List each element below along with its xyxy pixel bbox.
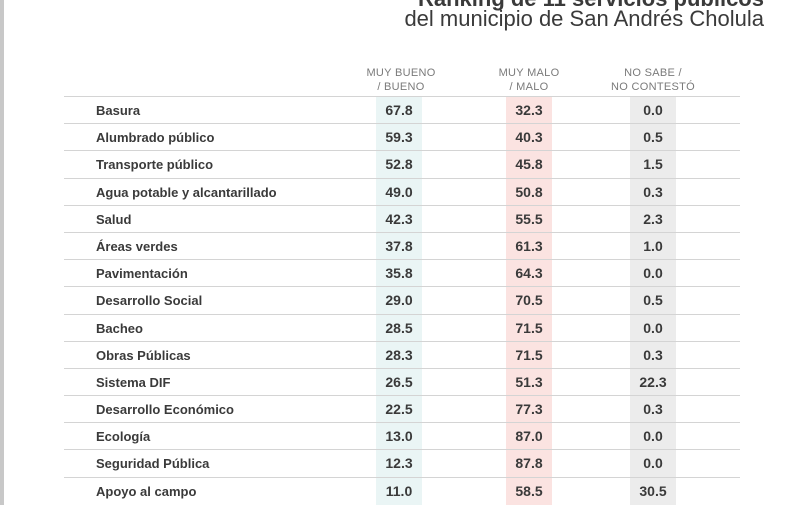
bad-value: 71.5: [506, 341, 552, 369]
no-answer-value: 0.3: [630, 178, 676, 206]
table-row: Basura 67.8 32.3 0.0: [64, 96, 740, 124]
good-value: 28.3: [376, 341, 422, 369]
bad-value: 87.0: [506, 423, 552, 451]
good-value: 22.5: [376, 396, 422, 424]
good-value: 52.8: [376, 151, 422, 179]
good-value: 35.8: [376, 260, 422, 288]
good-value: 37.8: [376, 232, 422, 260]
bad-value: 87.8: [506, 450, 552, 478]
good-value: 28.5: [376, 314, 422, 342]
table-row: Agua potable y alcantarillado 49.0 50.8 0.3: [64, 177, 740, 206]
bad-value: 55.5: [506, 205, 552, 233]
ratings-table: Basura 67.8 32.3 0.0 Alumbrado público 59.3 40…: [64, 96, 740, 505]
no-answer-value: 0.0: [630, 97, 676, 124]
good-value: 42.3: [376, 205, 422, 233]
service-label: Desarrollo Económico: [96, 402, 234, 418]
table-row: Transporte público 52.8 45.8 1.5: [64, 150, 740, 179]
table-row: Desarrollo Económico 22.5 77.3 0.3: [64, 395, 740, 424]
page-left-border: [0, 0, 4, 505]
good-value: 67.8: [376, 97, 422, 124]
column-header-no-answer-line1: NO SABE /: [624, 67, 682, 79]
table-row: Seguridad Pública 12.3 87.8 0.0: [64, 449, 740, 478]
table-row: Sistema DIF 26.5 51.3 22.3: [64, 367, 740, 396]
service-label: Sistema DIF: [96, 374, 171, 390]
bad-value: 32.3: [506, 97, 552, 124]
service-label: Agua potable y alcantarillado: [96, 184, 277, 200]
no-answer-value: 0.0: [630, 260, 676, 288]
column-header-good-line2: / BUENO: [377, 81, 425, 93]
service-label: Obras Públicas: [96, 347, 191, 363]
column-header-bad-line2: / MALO: [509, 81, 549, 93]
service-label: Basura: [96, 103, 141, 118]
table-row: Apoyo al campo 11.0 58.5 30.5: [64, 476, 740, 505]
no-answer-value: 2.3: [630, 205, 676, 233]
good-value: 11.0: [376, 477, 422, 505]
service-label: Apoyo al campo: [96, 483, 197, 499]
good-value: 49.0: [376, 178, 422, 206]
service-label: Áreas verdes: [96, 238, 178, 254]
table-row: Obras Públicas 28.3 71.5 0.3: [64, 340, 740, 369]
no-answer-value: 0.0: [630, 314, 676, 342]
good-value: 29.0: [376, 287, 422, 315]
service-label: Seguridad Pública: [96, 456, 210, 472]
bad-value: 77.3: [506, 396, 552, 424]
bad-value: 61.3: [506, 232, 552, 260]
no-answer-value: 0.5: [630, 124, 676, 152]
column-header-no-answer: NO SABE / NO CONTESTÓ: [598, 66, 708, 94]
column-header-bad-line1: MUY MALO: [498, 67, 560, 79]
bad-value: 40.3: [506, 124, 552, 152]
service-label: Ecología: [96, 429, 151, 445]
no-answer-value: 0.0: [630, 450, 676, 478]
no-answer-value: 0.3: [630, 396, 676, 424]
table-row: Ecología 13.0 87.0 0.0: [64, 422, 740, 451]
no-answer-value: 0.0: [630, 423, 676, 451]
bad-value: 50.8: [506, 178, 552, 206]
no-answer-value: 0.5: [630, 287, 676, 315]
table-row: Bacheo 28.5 71.5 0.0: [64, 313, 740, 342]
good-value: 59.3: [376, 124, 422, 152]
no-answer-value: 1.5: [630, 151, 676, 179]
no-answer-value: 0.3: [630, 341, 676, 369]
table-row: Salud 42.3 55.5 2.3: [64, 204, 740, 233]
service-label: Bacheo: [96, 320, 143, 336]
service-label: Pavimentación: [96, 266, 188, 282]
table-row: Desarrollo Social 29.0 70.5 0.5: [64, 286, 740, 315]
service-label: Transporte público: [96, 157, 214, 173]
service-label: Alumbrado público: [96, 130, 215, 146]
good-value: 26.5: [376, 368, 422, 396]
no-answer-value: 22.3: [630, 368, 676, 396]
column-header-no-answer-line2: NO CONTESTÓ: [611, 81, 695, 93]
service-label: Desarrollo Social: [96, 293, 203, 309]
chart-subtitle: del municipio de San Andrés Cholula: [404, 6, 764, 31]
bad-value: 51.3: [506, 368, 552, 396]
good-value: 12.3: [376, 450, 422, 478]
table-row: Alumbrado público 59.3 40.3 0.5: [64, 123, 740, 152]
bad-value: 64.3: [506, 260, 552, 288]
good-value: 13.0: [376, 423, 422, 451]
table-row: Áreas verdes 37.8 61.3 1.0: [64, 231, 740, 260]
bad-value: 58.5: [506, 477, 552, 505]
service-label: Salud: [96, 211, 132, 227]
no-answer-value: 30.5: [630, 477, 676, 505]
bad-value: 71.5: [506, 314, 552, 342]
bad-value: 70.5: [506, 287, 552, 315]
no-answer-value: 1.0: [630, 232, 676, 260]
column-header-bad: MUY MALO / MALO: [474, 66, 584, 94]
column-header-good: MUY BUENO / BUENO: [346, 66, 456, 94]
bad-value: 45.8: [506, 151, 552, 179]
table-row: Pavimentación 35.8 64.3 0.0: [64, 259, 740, 288]
chart-title: Ranking de 11 servicios públicos: [418, 0, 764, 12]
column-header-good-line1: MUY BUENO: [366, 67, 436, 79]
